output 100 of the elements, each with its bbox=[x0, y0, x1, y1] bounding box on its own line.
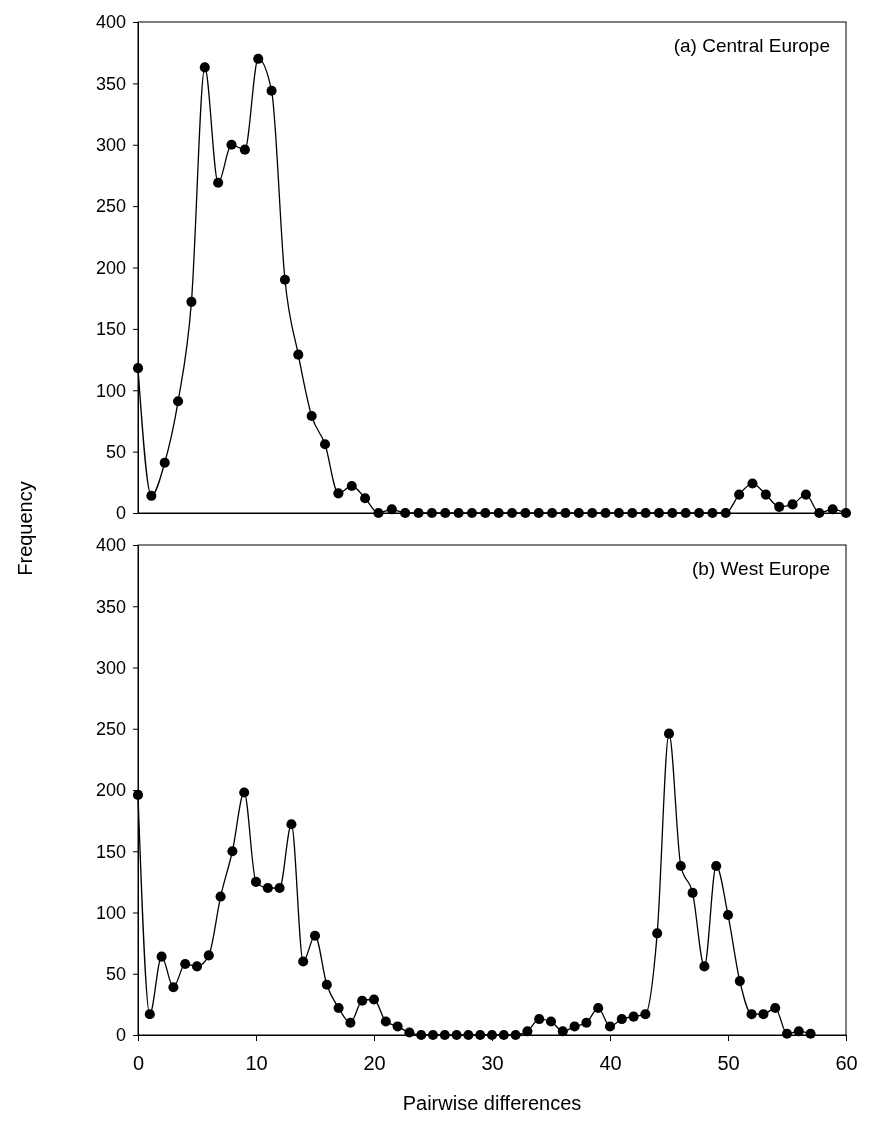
point bbox=[416, 1029, 427, 1041]
text: (a) Central Europe bbox=[673, 35, 830, 56]
point bbox=[746, 1009, 757, 1020]
point bbox=[156, 951, 167, 962]
point bbox=[346, 480, 357, 492]
point bbox=[687, 887, 698, 898]
point bbox=[747, 478, 758, 489]
point bbox=[547, 507, 558, 519]
point bbox=[309, 930, 321, 941]
point bbox=[360, 493, 371, 504]
point bbox=[545, 1016, 557, 1027]
point bbox=[475, 1029, 486, 1041]
point bbox=[720, 507, 731, 519]
point bbox=[498, 1029, 509, 1041]
point bbox=[510, 1029, 521, 1041]
point bbox=[199, 62, 210, 73]
point bbox=[770, 1003, 781, 1014]
y-tick-label: 300 bbox=[95, 135, 126, 156]
point bbox=[439, 1029, 450, 1041]
point bbox=[168, 982, 179, 993]
point bbox=[144, 1009, 155, 1020]
point bbox=[480, 507, 491, 519]
point bbox=[180, 958, 191, 969]
y-tick-label: 400 bbox=[95, 535, 126, 556]
point bbox=[616, 1014, 627, 1025]
text: (b) West Europe bbox=[692, 558, 830, 579]
y-tick-label: 400 bbox=[95, 12, 126, 33]
point bbox=[787, 499, 798, 510]
point bbox=[593, 1003, 604, 1014]
point bbox=[321, 979, 332, 990]
point bbox=[159, 457, 170, 468]
x-tick-label: 20 bbox=[363, 1052, 386, 1074]
y-tick-label: 250 bbox=[95, 196, 126, 217]
point bbox=[760, 489, 771, 500]
point bbox=[368, 994, 380, 1005]
point bbox=[266, 85, 277, 96]
y-tick-label: 50 bbox=[105, 964, 126, 985]
point bbox=[557, 1026, 568, 1037]
point bbox=[722, 909, 734, 920]
y-tick-label: 250 bbox=[95, 719, 126, 740]
point bbox=[146, 490, 157, 501]
point bbox=[840, 507, 852, 519]
point bbox=[298, 956, 309, 967]
point bbox=[400, 507, 411, 519]
point bbox=[132, 363, 144, 374]
point bbox=[734, 976, 745, 987]
x-tick-label: 30 bbox=[481, 1052, 504, 1074]
point bbox=[357, 995, 368, 1006]
point bbox=[793, 1026, 804, 1037]
point bbox=[404, 1027, 415, 1038]
y-tick-label: 0 bbox=[115, 503, 126, 524]
y-tick-label: 300 bbox=[95, 657, 126, 678]
y-tick-label: 50 bbox=[105, 441, 126, 462]
point bbox=[707, 507, 718, 519]
y-tick-label: 200 bbox=[95, 780, 126, 801]
point bbox=[680, 507, 691, 519]
point bbox=[800, 489, 811, 500]
point bbox=[333, 488, 344, 499]
point bbox=[694, 507, 705, 519]
point bbox=[522, 1026, 533, 1037]
point bbox=[250, 876, 262, 887]
point bbox=[386, 504, 397, 515]
point bbox=[173, 396, 184, 407]
point bbox=[453, 507, 464, 519]
point bbox=[286, 819, 297, 830]
x-tick-label: 50 bbox=[717, 1052, 740, 1074]
point bbox=[392, 1021, 403, 1032]
point bbox=[699, 961, 710, 972]
point bbox=[774, 501, 785, 512]
point bbox=[805, 1028, 816, 1039]
point bbox=[711, 860, 722, 871]
y-tick-label: 100 bbox=[95, 902, 126, 923]
point bbox=[203, 950, 214, 961]
point bbox=[520, 507, 531, 519]
point bbox=[506, 507, 518, 519]
point bbox=[653, 507, 665, 519]
point bbox=[587, 507, 598, 519]
y-tick-label: 150 bbox=[95, 319, 126, 340]
point bbox=[581, 1017, 592, 1028]
point bbox=[319, 439, 331, 450]
point bbox=[814, 507, 825, 519]
point bbox=[373, 507, 384, 519]
point bbox=[426, 507, 437, 519]
point bbox=[239, 144, 250, 155]
y-tick-label: 150 bbox=[95, 841, 126, 862]
point bbox=[534, 1014, 545, 1025]
point bbox=[663, 728, 675, 739]
point bbox=[132, 789, 144, 800]
y-tick-label: 350 bbox=[95, 73, 126, 94]
x-tick-label: 40 bbox=[599, 1052, 622, 1074]
point bbox=[493, 507, 504, 519]
point bbox=[652, 928, 663, 939]
point bbox=[675, 860, 686, 871]
x-tick-label: 10 bbox=[245, 1052, 268, 1074]
point bbox=[440, 507, 451, 519]
point bbox=[413, 507, 424, 519]
point bbox=[640, 507, 651, 519]
point bbox=[640, 1009, 651, 1020]
point bbox=[613, 507, 624, 519]
point bbox=[758, 1009, 769, 1020]
